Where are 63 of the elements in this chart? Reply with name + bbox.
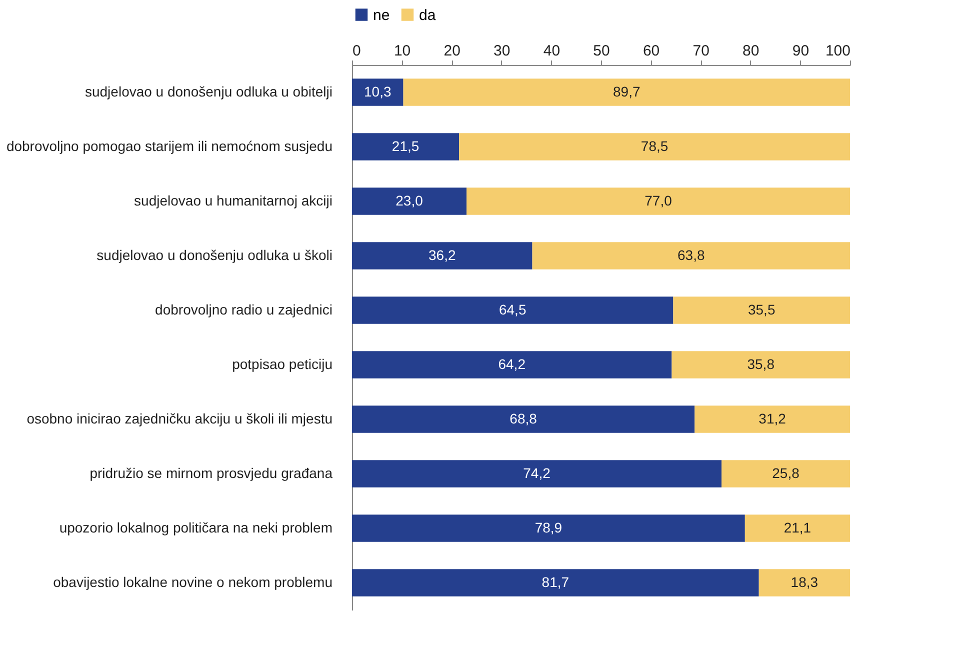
- x-tick-label: 80: [742, 42, 760, 60]
- bar: [758, 569, 850, 596]
- y-tick-label: obavijestio lokalne novine o nekom problemu: [53, 574, 332, 590]
- bar: [694, 406, 850, 433]
- y-tick-label: pridružio se mirnom prosvjedu građana: [90, 464, 333, 481]
- bar: [352, 514, 745, 542]
- bar: [352, 188, 467, 215]
- bar: [352, 242, 532, 270]
- y-tick-label: sudjelovao u donošenju odluka u školi: [96, 246, 332, 263]
- x-tick-label: 60: [642, 42, 660, 60]
- x-tick-label: 90: [792, 42, 810, 60]
- x-tick-label: 40: [543, 42, 560, 60]
- y-tick-label: potpisao peticiju: [232, 356, 332, 372]
- y-tick-label: osobno inicirao zajedničku akciju u školi ili mjestu: [26, 410, 332, 426]
- legend-label: da: [419, 6, 436, 24]
- bar: [459, 133, 850, 160]
- data-label: 81,7: [542, 574, 570, 590]
- data-label: 25,8: [772, 464, 800, 481]
- data-label: 10,3: [364, 83, 392, 100]
- bar: [352, 569, 759, 596]
- data-label: 89,7: [613, 83, 640, 100]
- bar: [466, 188, 850, 215]
- x-tick-label: 50: [593, 42, 610, 60]
- x-tick-label: 20: [444, 42, 460, 60]
- y-tick-label: upozorio lokalnog političara na neki problem: [59, 519, 332, 536]
- x-tick-label: 10: [394, 42, 411, 60]
- bar: [352, 460, 722, 488]
- data-label: 35,8: [747, 356, 775, 372]
- data-label: 35,5: [748, 301, 776, 318]
- x-tick-label: 70: [692, 42, 710, 60]
- x-tick-label: 100: [825, 42, 850, 60]
- data-label: 68,8: [510, 410, 538, 426]
- y-tick-label: sudjelovao u donošenju odluka u obitelji: [84, 83, 332, 100]
- data-label: 21,1: [784, 519, 812, 536]
- data-label: 78,5: [640, 138, 668, 154]
- bar: [673, 296, 850, 324]
- data-label: 64,2: [498, 356, 526, 372]
- bar: [352, 406, 695, 433]
- legend-label: ne: [373, 6, 390, 24]
- data-label: 18,3: [790, 574, 818, 590]
- bar: [352, 351, 672, 378]
- bar: [532, 242, 850, 270]
- bar: [672, 351, 850, 378]
- x-tick-label: 30: [494, 42, 510, 60]
- bar: [352, 296, 674, 324]
- data-label: 64,5: [498, 301, 526, 318]
- y-tick-label: dobrovoljno pomogao starijem ili nemoćnom susjedu: [6, 138, 332, 154]
- data-label: 21,5: [392, 138, 420, 154]
- data-label: 36,2: [428, 246, 456, 263]
- bar: [722, 460, 850, 488]
- x-tick-label: 0: [352, 42, 361, 60]
- bar: [744, 514, 850, 542]
- data-label: 74,2: [523, 464, 551, 481]
- data-label: 31,2: [758, 410, 786, 426]
- bar: [352, 133, 460, 160]
- data-label: 77,0: [644, 192, 672, 208]
- y-tick-label: sudjelovao u humanitarnoj akciji: [134, 192, 332, 208]
- data-label: 23,0: [396, 192, 424, 208]
- y-tick-label: dobrovoljno radio u zajednici: [155, 301, 332, 318]
- data-label: 78,9: [534, 519, 562, 536]
- bar: [403, 78, 850, 106]
- data-label: 63,8: [678, 246, 705, 263]
- bar: [352, 78, 404, 106]
